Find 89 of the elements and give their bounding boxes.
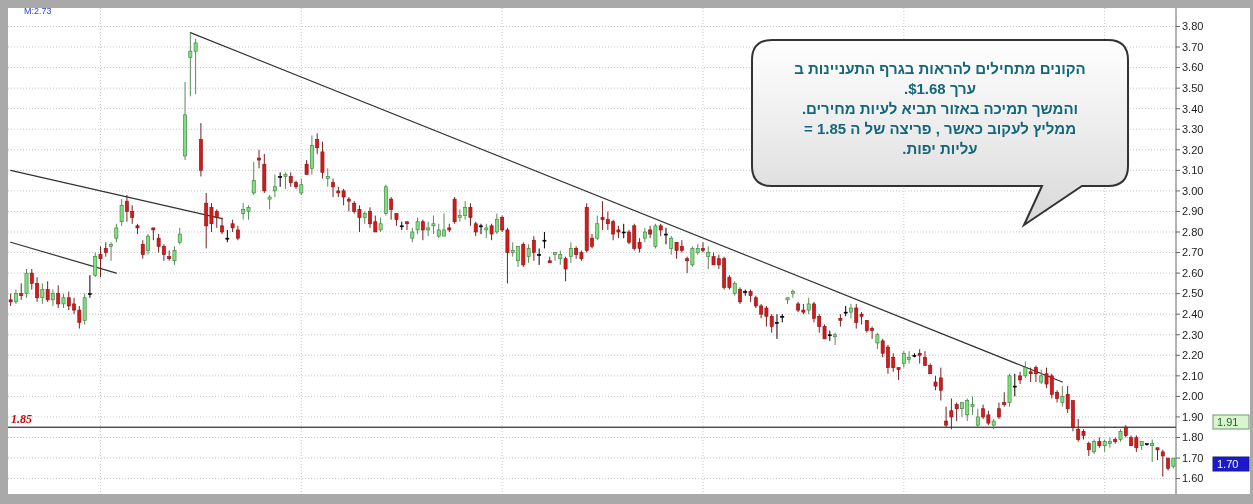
candlestick xyxy=(537,247,542,266)
y-tick-label: 2.50 xyxy=(1182,287,1204,300)
candlestick xyxy=(389,196,394,221)
candlestick xyxy=(975,408,980,428)
candlestick xyxy=(849,303,853,319)
candlestick xyxy=(347,196,351,212)
candlestick xyxy=(146,233,150,256)
candlestick xyxy=(954,402,959,422)
candlestick xyxy=(563,256,568,282)
y-tick-label: 2.10 xyxy=(1182,369,1204,382)
annotation: הקונים מתחילים להראות בגרף התעניינות ב ערך $1.68. והמשך תמיכה באזור תביא לעיות מחירים. ממליץ לעקוב כאשר , פריצה של ה 1.85 = עליות יפות. xyxy=(794,60,1086,157)
candlestick xyxy=(172,245,177,266)
candlestick xyxy=(310,134,314,175)
y-tick-label: 1.90 xyxy=(1182,410,1204,423)
candlestick xyxy=(273,173,277,198)
candlestick xyxy=(405,221,409,231)
candlestick xyxy=(40,282,45,305)
candlestick xyxy=(93,252,98,278)
y-tick-label: 3.10 xyxy=(1182,164,1204,177)
candlestick xyxy=(257,149,261,169)
candlestick xyxy=(568,241,573,264)
candlestick xyxy=(521,241,526,268)
candlestick xyxy=(1145,443,1149,447)
text: 1.70 xyxy=(1217,457,1239,470)
candlestick xyxy=(119,198,124,227)
y-tick-label: 2.30 xyxy=(1182,328,1204,341)
y-tick-label: 1.70 xyxy=(1182,451,1204,464)
candlestick xyxy=(944,406,948,428)
y-tick-label: 2.70 xyxy=(1182,246,1204,259)
candlestick xyxy=(653,223,658,249)
candlestick xyxy=(45,280,50,303)
y-tick-label: 1.60 xyxy=(1182,472,1204,485)
annotation: M:2.73 xyxy=(24,6,52,16)
candlestick xyxy=(1150,439,1155,463)
candlestick xyxy=(315,132,320,155)
candlestick xyxy=(494,213,499,235)
y-tick-label: 3.30 xyxy=(1182,123,1204,136)
candlestick xyxy=(109,241,113,262)
y-tick-label: 1.80 xyxy=(1182,431,1204,444)
y-tick-label: 3.80 xyxy=(1182,20,1204,33)
candlestick xyxy=(833,332,837,346)
candlestick xyxy=(82,293,87,325)
y-tick-label: 2.80 xyxy=(1182,225,1204,238)
candlestick xyxy=(1018,371,1022,385)
y-tick-label: 2.40 xyxy=(1182,308,1204,321)
candlestick xyxy=(251,161,256,196)
candlestick xyxy=(51,289,55,307)
candlestick xyxy=(320,141,325,180)
candlestick xyxy=(24,268,29,299)
candlestick xyxy=(479,223,483,235)
candlestick xyxy=(56,284,61,309)
candlestick xyxy=(220,217,224,235)
text: 1.91 xyxy=(1217,415,1239,428)
candlestick xyxy=(1012,373,1017,397)
y-tick-label: 3.60 xyxy=(1182,61,1204,74)
candlestick xyxy=(648,225,653,239)
y-tick-label: 3.40 xyxy=(1182,102,1204,115)
candlestick xyxy=(452,196,457,225)
candlestick xyxy=(325,167,330,188)
y-tick-label: 3.00 xyxy=(1182,184,1204,197)
y-tick-label: 2.00 xyxy=(1182,390,1204,403)
candlestick xyxy=(140,239,145,260)
candlestick xyxy=(1160,449,1165,478)
candlestick xyxy=(468,202,473,227)
candlestick xyxy=(669,235,674,256)
candlestick xyxy=(949,397,954,430)
y-tick-label: 2.20 xyxy=(1182,349,1204,362)
candlestick xyxy=(531,235,536,262)
candlestick xyxy=(664,227,668,245)
ref-line-label: 1.85 xyxy=(11,412,32,427)
candlestick xyxy=(685,256,690,274)
candlestick xyxy=(775,313,779,340)
candlestick xyxy=(98,245,103,278)
candlestick xyxy=(701,241,705,254)
y-tick-label: 3.20 xyxy=(1182,143,1204,156)
candlestick xyxy=(420,219,425,241)
candlestick xyxy=(278,171,283,188)
candlestick xyxy=(431,215,436,235)
y-tick-label: 3.70 xyxy=(1182,40,1204,53)
candlestick xyxy=(706,245,711,270)
candlestick xyxy=(331,178,335,198)
candlestick xyxy=(114,223,119,243)
y-tick-label: 3.50 xyxy=(1182,81,1204,94)
candlestick xyxy=(595,215,600,241)
candlestick xyxy=(526,243,531,264)
y-tick-label: 2.90 xyxy=(1182,205,1204,218)
candlestick xyxy=(1060,385,1065,408)
y-tick-label: 2.60 xyxy=(1182,266,1204,279)
candlestick xyxy=(88,274,92,299)
